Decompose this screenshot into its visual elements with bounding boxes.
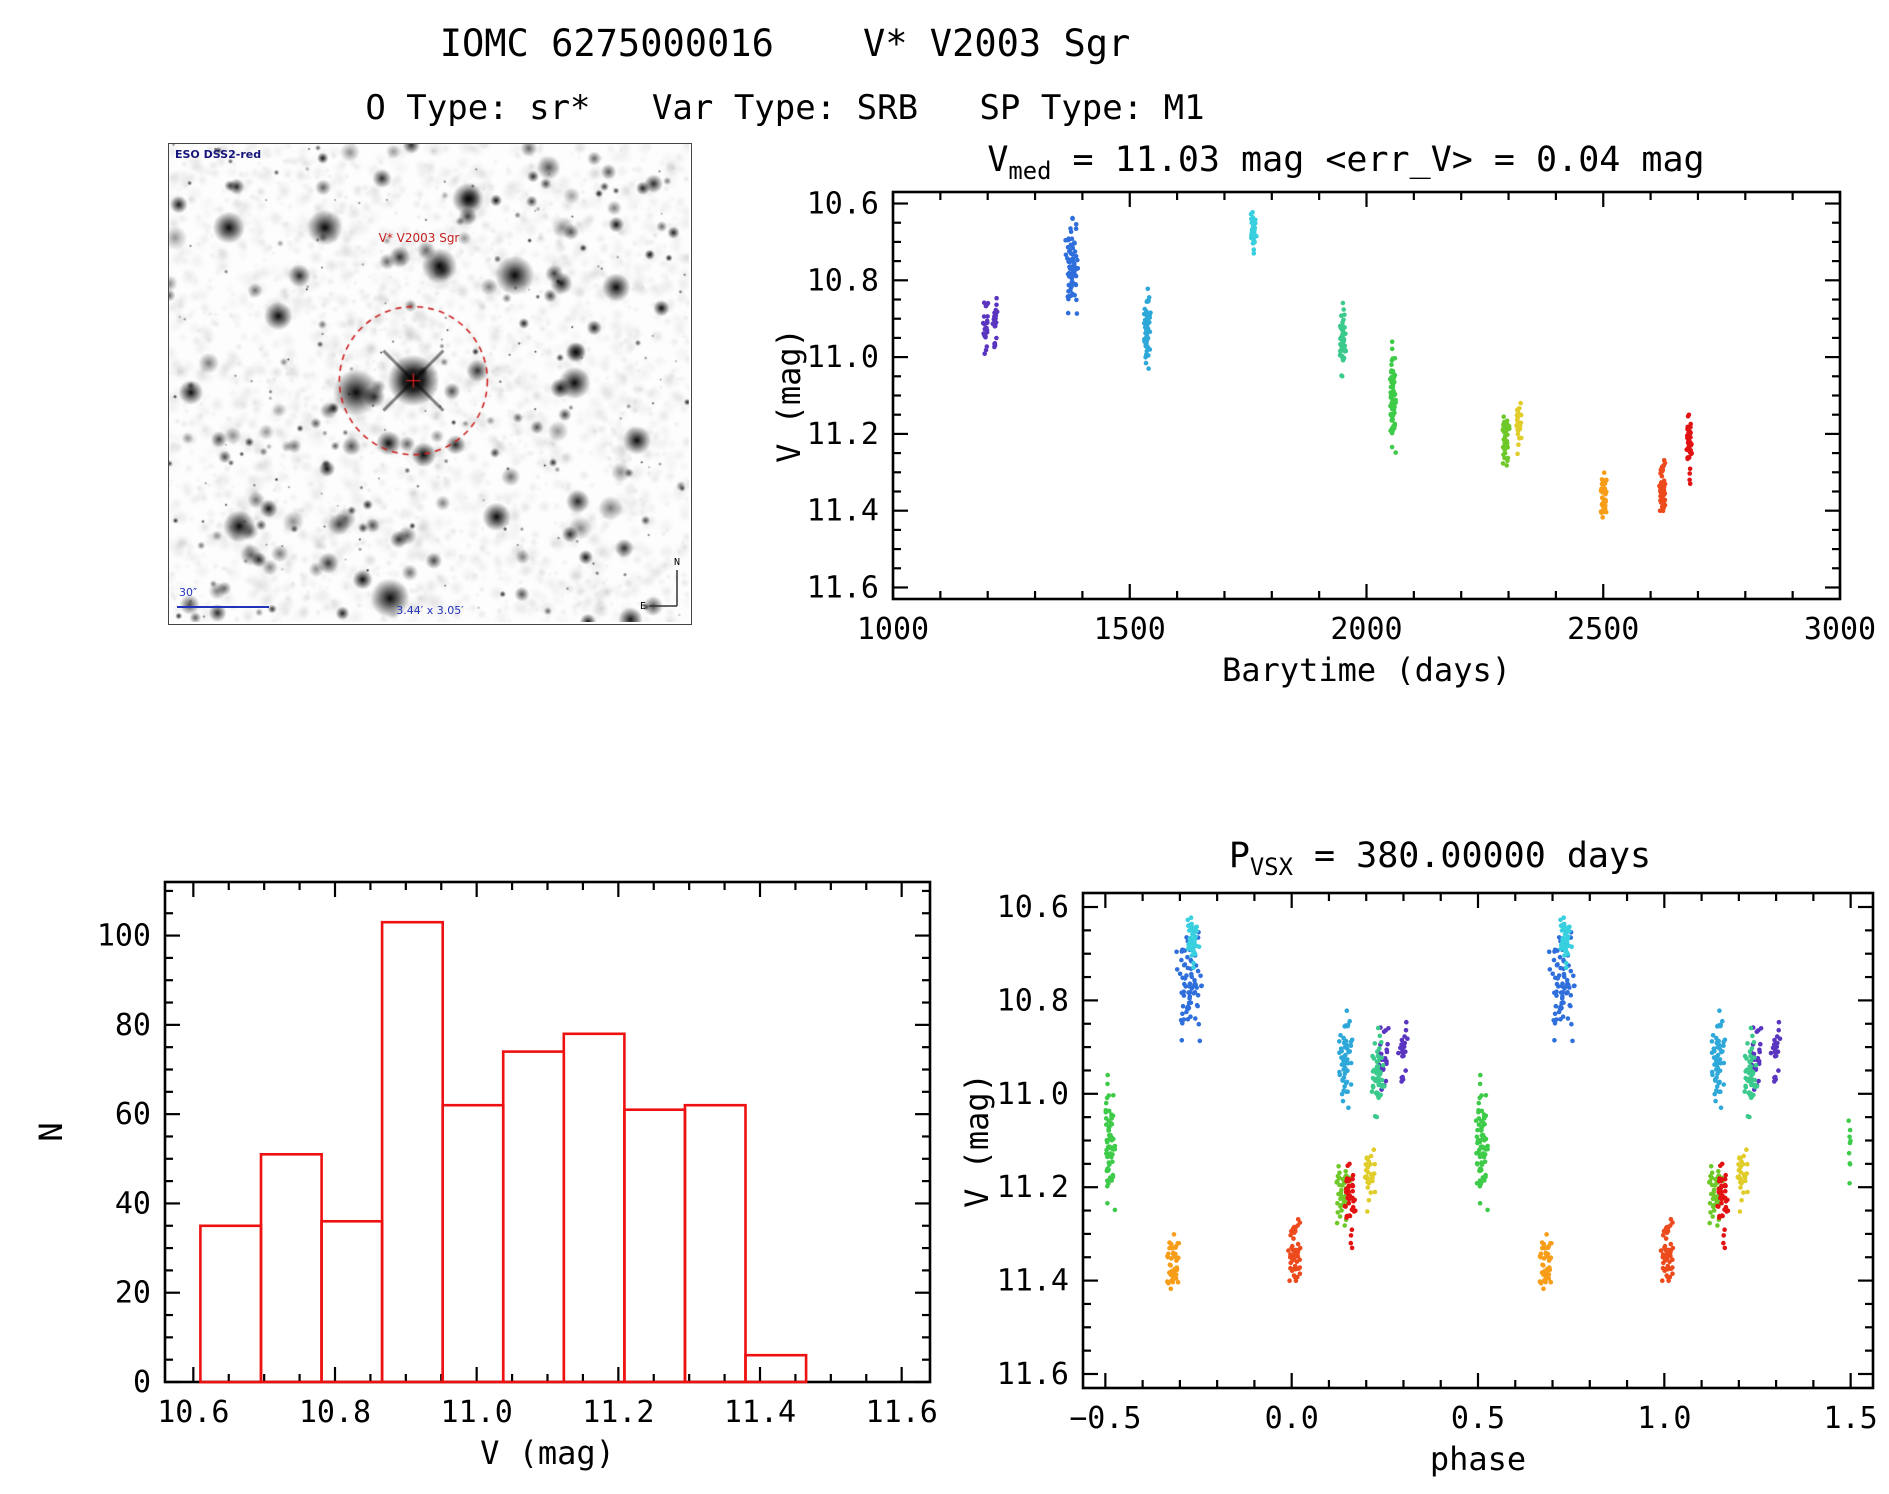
svg-text:−0.5: −0.5 — [1069, 1401, 1141, 1436]
svg-text:10.6: 10.6 — [807, 187, 879, 222]
histogram-plot: 10.6 10.8 11.0 11.2 11.4 11.6 0 20 40 60 80 100 V (m… — [32, 880, 938, 1472]
compass-icon: N E — [640, 557, 680, 612]
svg-text:N: N — [32, 1122, 70, 1141]
fov-label: 3.44′ x 3.05′ — [396, 604, 464, 617]
svg-text:11.2: 11.2 — [807, 417, 879, 452]
scale-bar — [177, 606, 269, 608]
svg-text:60: 60 — [115, 1097, 151, 1132]
svg-text:10.8: 10.8 — [299, 1395, 371, 1430]
dss-star-field-image — [169, 144, 689, 622]
svg-text:10.6: 10.6 — [157, 1395, 229, 1430]
svg-text:10.8: 10.8 — [807, 263, 879, 298]
svg-text:11.0: 11.0 — [997, 1077, 1069, 1112]
page-subtitle: O Type: sr* Var Type: SRB SP Type: M1 — [365, 88, 1205, 128]
svg-text:40: 40 — [115, 1186, 151, 1221]
svg-text:0: 0 — [133, 1365, 151, 1400]
svg-text:11.6: 11.6 — [866, 1395, 938, 1430]
svg-text:phase: phase — [1430, 1440, 1526, 1478]
phase-title-rest: = 380.00000 days — [1292, 836, 1652, 876]
svg-text:80: 80 — [115, 1008, 151, 1043]
svg-text:11.4: 11.4 — [724, 1395, 796, 1430]
lightcurve-title-prefix: V — [987, 140, 1009, 180]
lightcurve-title-rest: = 11.03 mag <err_V> = 0.04 mag — [1051, 140, 1705, 180]
svg-text:11.0: 11.0 — [441, 1395, 513, 1430]
lightcurve-title-sub: med — [1008, 157, 1052, 185]
scale-label: 30″ — [179, 586, 198, 599]
svg-text:2500: 2500 — [1567, 612, 1639, 647]
lightcurve-plot: 1000 1500 2000 2500 3000 10.6 10.8 11.0 11.2 11.4… — [770, 187, 1876, 689]
lightcurve-title: Vmed = 11.03 mag <err_V> = 0.04 mag — [806, 140, 1886, 185]
phase-folded-plot: −0.5 0.0 0.5 1.0 1.5 10.6 10.8 11.0 11.2 11.4 11.6… — [958, 890, 1878, 1478]
compass-east-label: E — [640, 601, 646, 612]
svg-text:V (mag): V (mag) — [480, 1434, 615, 1472]
svg-text:Barytime (days): Barytime (days) — [1222, 651, 1511, 689]
svg-text:100: 100 — [97, 919, 151, 954]
svg-text:11.2: 11.2 — [582, 1395, 654, 1430]
phase-title-sub: VSX — [1249, 853, 1293, 881]
svg-text:1500: 1500 — [1094, 612, 1166, 647]
svg-text:3000: 3000 — [1804, 612, 1876, 647]
survey-label: ESO DSS2-red — [175, 148, 262, 161]
svg-text:11.2: 11.2 — [997, 1170, 1069, 1205]
svg-text:10.8: 10.8 — [997, 983, 1069, 1018]
svg-text:10.6: 10.6 — [997, 890, 1069, 925]
svg-text:1.5: 1.5 — [1824, 1401, 1878, 1436]
svg-text:2000: 2000 — [1330, 612, 1402, 647]
page-title: IOMC 6275000016 V* V2003 Sgr — [439, 22, 1131, 65]
target-star-label: V* V2003 Sgr — [378, 231, 460, 245]
compass-north-label: N — [674, 557, 680, 568]
svg-text:11.6: 11.6 — [807, 570, 879, 605]
svg-text:11.4: 11.4 — [997, 1264, 1069, 1299]
svg-text:0.0: 0.0 — [1265, 1401, 1319, 1436]
svg-text:V (mag): V (mag) — [958, 1073, 996, 1208]
phase-title-prefix: P — [1228, 836, 1250, 876]
finder-chart: ESO DSS2-red V* V2003 Sgr 30″ 3.44′ x 3.… — [168, 143, 692, 625]
svg-text:11.4: 11.4 — [807, 494, 879, 529]
svg-text:11.6: 11.6 — [997, 1357, 1069, 1392]
svg-text:V (mag): V (mag) — [770, 328, 808, 463]
svg-text:1000: 1000 — [857, 612, 929, 647]
svg-text:0.5: 0.5 — [1451, 1401, 1505, 1436]
phase-plot-title: PVSX = 380.00000 days — [1020, 836, 1860, 881]
svg-text:20: 20 — [115, 1276, 151, 1311]
svg-text:1.0: 1.0 — [1637, 1401, 1691, 1436]
svg-text:11.0: 11.0 — [807, 340, 879, 375]
